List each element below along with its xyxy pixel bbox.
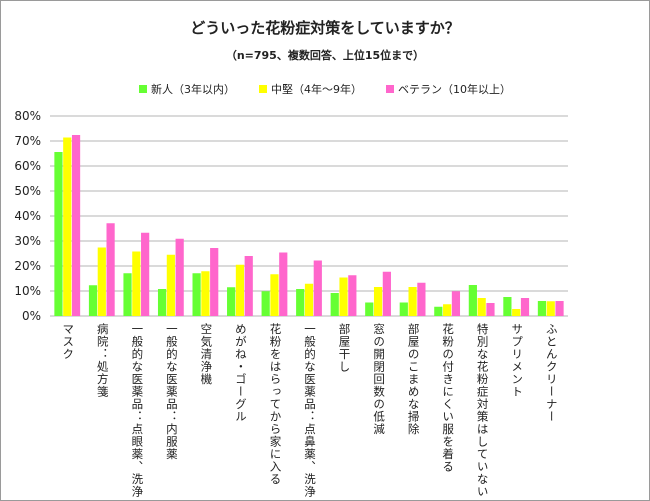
y-tick-label: 80%: [14, 109, 41, 123]
bar: [132, 251, 141, 316]
bar: [451, 291, 461, 316]
chart-subtitle: （n=795、複数回答、上位15位まで）: [225, 49, 425, 62]
bar: [97, 247, 106, 316]
bar: [123, 273, 132, 316]
bar: [235, 264, 245, 316]
y-tick-label: 30%: [14, 234, 41, 248]
bar: [270, 274, 279, 316]
bar: [192, 273, 201, 316]
chart-title: どういった花粉症対策をしていますか？: [190, 19, 460, 37]
legend-item: 新人（3年以内）: [139, 81, 235, 97]
bar: [477, 298, 486, 316]
x-tick-label: 部屋干し: [337, 323, 352, 373]
bar: [313, 260, 322, 316]
x-tick-label: マスク: [61, 323, 76, 361]
bar: [408, 287, 417, 316]
bar: [88, 285, 98, 316]
bar: [382, 271, 391, 316]
y-tick-label: 0%: [22, 309, 41, 323]
y-tick-label: 40%: [14, 209, 41, 223]
y-tick-label: 50%: [14, 184, 41, 198]
bar: [175, 238, 184, 316]
bar: [555, 301, 564, 316]
bar: [330, 293, 339, 316]
legend-item: 中堅（4年～9年）: [259, 81, 362, 97]
y-tick-label: 10%: [14, 284, 41, 298]
bar: [486, 303, 495, 316]
bar: [166, 254, 175, 316]
legend-item: ベテラン（10年以上）: [386, 81, 511, 97]
y-tick-label: 70%: [14, 134, 41, 148]
x-tick-label: サプリメント: [510, 323, 525, 398]
x-tick-label: 一般的な医薬品：点鼻薬、洗浄: [303, 323, 317, 498]
bar: [279, 252, 288, 316]
bar: [443, 304, 452, 316]
bar: [546, 301, 555, 316]
bar: [201, 271, 210, 316]
x-tick-label: 花粉の付きにくい服を着る: [441, 323, 456, 473]
legend: 新人（3年以内） 中堅（4年～9年） ベテラン（10年以上）: [1, 81, 649, 97]
bar: [417, 282, 426, 316]
bar: [157, 289, 167, 316]
x-tick-label: 花粉をはらってから家に入る: [268, 323, 283, 486]
bar: [71, 135, 81, 316]
x-tick-label: 病院：処方箋: [95, 323, 110, 398]
legend-swatch: [386, 85, 394, 93]
bar: [373, 287, 383, 316]
x-tick-label: 窓の開閉回数の低減: [372, 323, 387, 436]
x-tick-label: ふとんクリーナー: [544, 323, 559, 423]
x-tick-label: 部屋のこまめな掃除: [406, 323, 421, 436]
y-tick-label: 60%: [14, 159, 41, 173]
bar: [296, 289, 305, 316]
bar: [141, 232, 150, 316]
bar: [304, 283, 314, 316]
bar: [339, 277, 348, 316]
legend-swatch: [259, 85, 267, 93]
legend-label: ベテラン（10年以上）: [398, 83, 511, 96]
x-tick-label: めがね・ゴーグル: [233, 323, 248, 423]
x-tick-label: 一般的な医薬品：内服薬: [164, 323, 179, 461]
bar: [503, 297, 512, 316]
bar: [261, 291, 270, 316]
x-tick-label: 一般的な医薬品：点眼薬、洗浄: [130, 323, 145, 498]
bar: [210, 248, 219, 316]
bar: [244, 256, 253, 316]
bar: [468, 285, 477, 316]
bar: [399, 302, 408, 316]
x-tick-label: 空気清浄機: [199, 323, 214, 386]
bar: [54, 152, 63, 316]
bar: [227, 287, 236, 316]
legend-label: 中堅（4年～9年）: [271, 83, 362, 96]
bar: [520, 298, 530, 316]
bar: [434, 306, 443, 316]
bar: [63, 137, 72, 316]
bar: [537, 301, 547, 316]
bar: [365, 302, 374, 316]
bar: [106, 223, 115, 316]
bar: [348, 275, 357, 316]
y-tick-label: 20%: [14, 259, 41, 273]
bar: [512, 309, 521, 316]
legend-label: 新人（3年以内）: [151, 83, 235, 96]
legend-swatch: [139, 85, 147, 93]
x-tick-label: 特別な花粉症対策はしていない: [475, 323, 490, 498]
